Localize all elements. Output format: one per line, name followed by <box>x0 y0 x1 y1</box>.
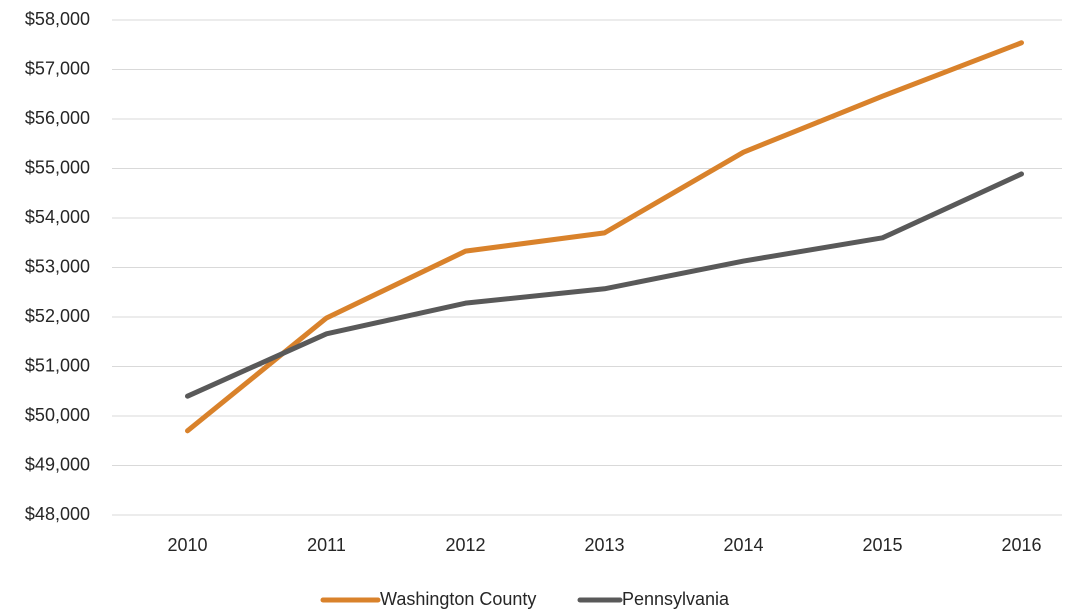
y-tick-label: $48,000 <box>25 504 90 524</box>
x-tick-label: 2013 <box>584 535 624 555</box>
legend-label: Washington County <box>380 589 536 609</box>
x-tick-label: 2015 <box>862 535 902 555</box>
x-tick-label: 2012 <box>445 535 485 555</box>
x-tick-label: 2014 <box>723 535 763 555</box>
y-tick-label: $52,000 <box>25 306 90 326</box>
legend-label: Pennsylvania <box>622 589 730 609</box>
y-tick-label: $49,000 <box>25 454 90 474</box>
y-tick-label: $51,000 <box>25 355 90 375</box>
x-tick-label: 2016 <box>1001 535 1041 555</box>
y-tick-label: $58,000 <box>25 9 90 29</box>
y-tick-label: $55,000 <box>25 157 90 177</box>
y-tick-label: $54,000 <box>25 207 90 227</box>
x-tick-label: 2011 <box>307 535 346 555</box>
y-tick-label: $56,000 <box>25 108 90 128</box>
y-tick-label: $57,000 <box>25 58 90 78</box>
y-tick-label: $53,000 <box>25 256 90 276</box>
data-line <box>185 171 1024 399</box>
data-line <box>185 40 1024 434</box>
x-tick-label: 2010 <box>167 535 207 555</box>
y-tick-label: $50,000 <box>25 405 90 425</box>
